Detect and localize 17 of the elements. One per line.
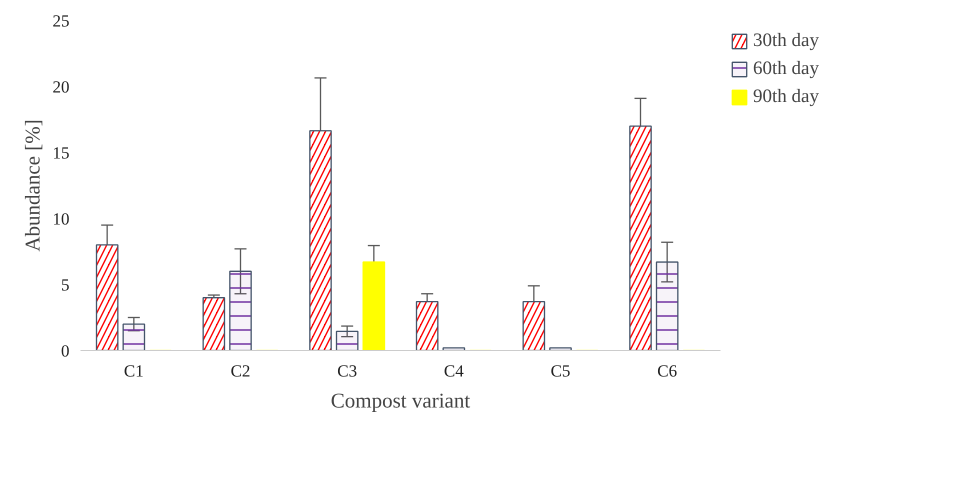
y-tick-label: 0 [61,342,70,360]
x-tick-label: C1 [124,362,144,380]
y-tick-label: 15 [52,144,70,162]
y-axis-title: Abundance [%] [20,119,44,252]
legend-label: 60th day [753,58,819,80]
y-tick-label: 10 [52,210,70,228]
y-tick-label: 20 [52,78,70,96]
y-tick-label: 25 [52,12,70,30]
legend-label: 30th day [753,30,819,52]
x-tick-label: C6 [657,362,678,380]
x-axis-title: Compost variant [330,388,470,412]
x-tick-label: C4 [444,362,464,380]
x-tick-label: C5 [550,362,570,380]
y-tick-label: 5 [61,276,70,294]
legend-label: 90th day [753,86,819,108]
x-tick-label: C3 [337,362,358,380]
x-tick-label: C2 [230,362,250,380]
